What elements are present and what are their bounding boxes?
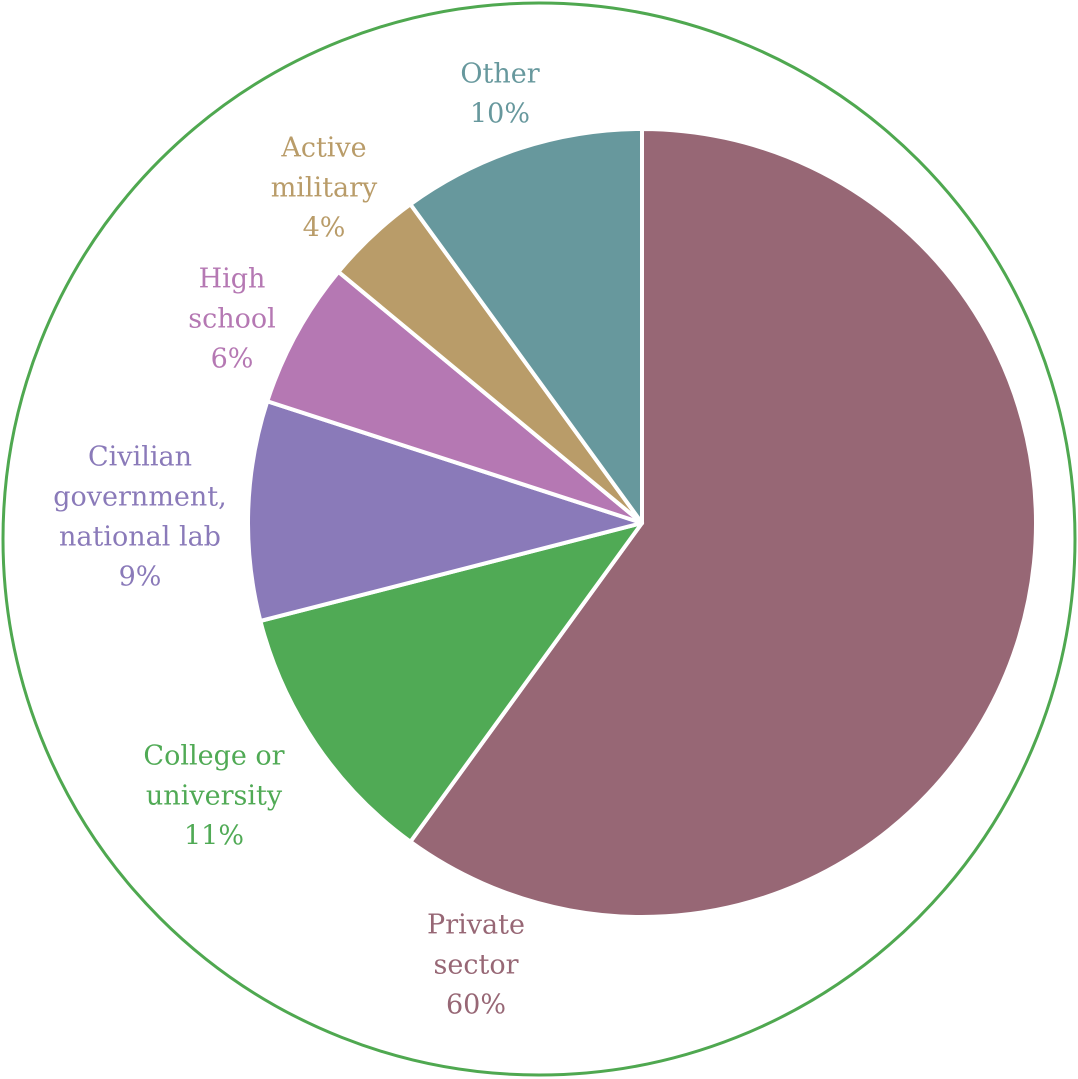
slice-name-line: Civilian	[88, 442, 192, 473]
slice-name-line: Private	[427, 910, 525, 941]
slice-label-active-military: Active military 4%	[271, 133, 378, 244]
pie-slice-other	[408, 127, 644, 525]
slice-name-line: High	[199, 264, 266, 295]
slice-label-college-or-university: College or university 11%	[143, 741, 284, 852]
slice-name-line: sector	[434, 950, 519, 981]
slice-percent-label: 11%	[184, 821, 244, 852]
slice-label-high-school: High school 6%	[188, 264, 276, 375]
slice-label-civilian-government-national-lab: Civilian government, national lab 9%	[53, 442, 226, 593]
slice-name-line: military	[271, 173, 378, 204]
slice-name-line: school	[188, 304, 276, 335]
pie-slice-private-sector	[408, 127, 1038, 919]
labels-layer: Private sector 60%College or university 11%C…	[53, 59, 539, 1021]
slice-percent-label: 60%	[446, 990, 506, 1021]
slice-name-line: College or	[143, 741, 284, 772]
pie-slice-civilian-government-national-lab	[246, 399, 644, 623]
slice-percent-label: 9%	[119, 562, 162, 593]
slice-name-line: university	[146, 781, 283, 812]
slice-name-line: Other	[460, 59, 539, 90]
slice-name-line: government,	[53, 482, 226, 513]
slice-name-line: national lab	[59, 522, 221, 553]
pie-slice-high-school	[265, 269, 644, 525]
pie-slice-college-or-university	[258, 521, 644, 844]
slice-percent-label: 6%	[211, 344, 254, 375]
slice-label-private-sector: Private sector 60%	[427, 910, 525, 1021]
slice-name-line: Active	[280, 133, 366, 164]
slices-layer	[246, 127, 1038, 919]
slice-percent-label: 4%	[303, 213, 346, 244]
slice-percent-label: 10%	[470, 99, 530, 130]
slice-label-other: Other 10%	[460, 59, 539, 130]
